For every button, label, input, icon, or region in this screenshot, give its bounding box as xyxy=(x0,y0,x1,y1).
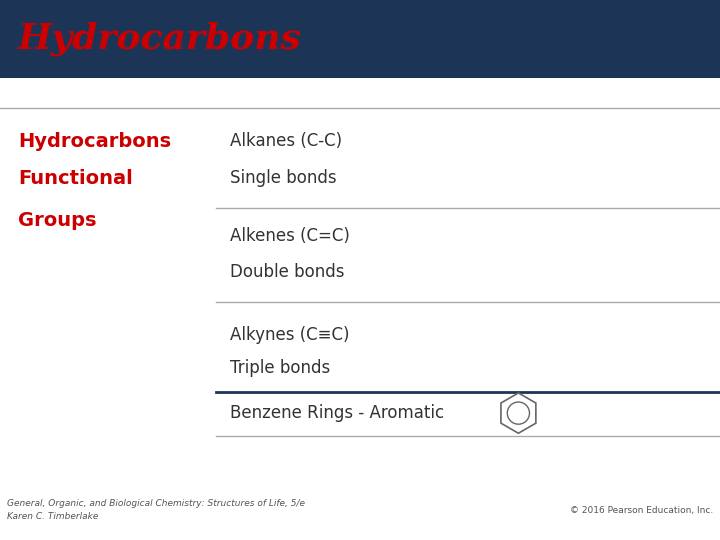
Text: Benzene Rings - Aromatic: Benzene Rings - Aromatic xyxy=(230,404,444,422)
Text: Hydrocarbons: Hydrocarbons xyxy=(18,22,302,56)
Text: Triple bonds: Triple bonds xyxy=(230,359,330,377)
Text: Alkanes (C-C): Alkanes (C-C) xyxy=(230,132,343,151)
Text: Hydrocarbons: Hydrocarbons xyxy=(18,132,171,151)
Text: Double bonds: Double bonds xyxy=(230,262,345,281)
Text: General, Organic, and Biological Chemistry: Structures of Life, 5/e
Karen C. Tim: General, Organic, and Biological Chemist… xyxy=(7,499,305,522)
FancyBboxPatch shape xyxy=(0,0,720,78)
Text: Alkenes (C=C): Alkenes (C=C) xyxy=(230,227,350,245)
Text: Alkynes (C≡C): Alkynes (C≡C) xyxy=(230,326,350,344)
Text: Groups: Groups xyxy=(18,211,96,230)
Text: Functional: Functional xyxy=(18,168,132,188)
Text: Single bonds: Single bonds xyxy=(230,169,337,187)
Text: © 2016 Pearson Education, Inc.: © 2016 Pearson Education, Inc. xyxy=(570,506,713,515)
